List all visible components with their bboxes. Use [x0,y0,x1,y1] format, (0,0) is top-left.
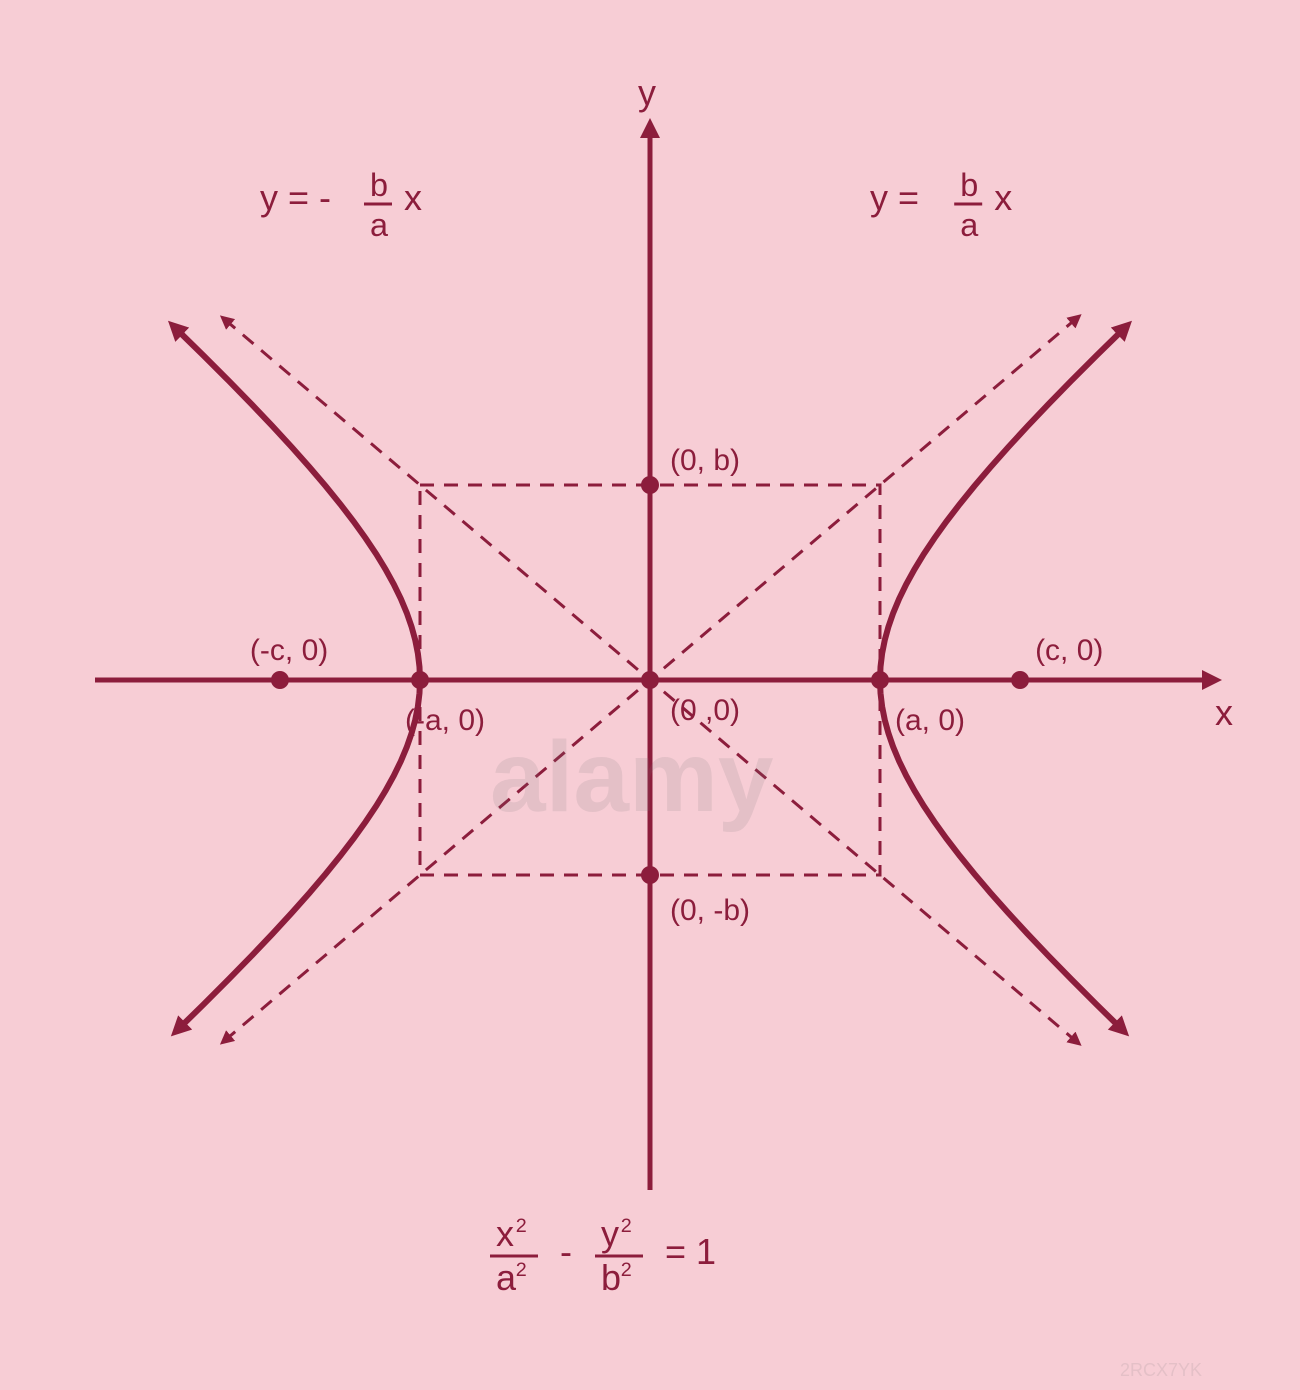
label-covertex-neg-b: (0, -b) [670,894,750,927]
svg-text:x: x [994,177,1012,218]
svg-text:b: b [601,1257,621,1298]
y-axis-label: y [638,72,656,113]
label-covertex-b: (0, b) [670,444,740,477]
svg-text:b: b [960,167,978,203]
svg-text:y: y [601,1213,619,1254]
x-axis-label: x [1215,692,1233,733]
svg-text:y =: y = [870,177,919,218]
label-origin: (0 ,0) [670,694,740,727]
svg-text:2: 2 [621,1215,632,1237]
svg-text:a: a [370,207,389,243]
label-focus-c: (c, 0) [1035,634,1103,667]
svg-text:-: - [560,1231,572,1272]
point-vertex-neg-a [411,671,429,689]
svg-text:a: a [496,1257,517,1298]
label-vertex-pos-a: (a, 0) [895,704,965,737]
point-vertex-pos-a [871,671,889,689]
point-focus-neg-c [271,671,289,689]
svg-text:a: a [960,207,979,243]
hyperbola-diagram: x y (0 ,0) (a, 0) (-a, 0) (0, b) (0, -b) (c, 0)… [0,0,1300,1390]
label-vertex-neg-a: (-a, 0) [405,704,485,737]
svg-text:2: 2 [516,1259,527,1281]
svg-text:2: 2 [621,1259,632,1281]
diagram-container: x y (0 ,0) (a, 0) (-a, 0) (0, b) (0, -b) (c, 0)… [0,0,1300,1390]
svg-text:x: x [496,1213,514,1254]
label-focus-neg-c: (-c, 0) [250,634,328,667]
svg-text:2: 2 [516,1215,527,1237]
svg-text:x: x [404,177,422,218]
svg-text:b: b [370,167,388,203]
svg-text:= 1: = 1 [665,1231,716,1272]
point-focus-c [1011,671,1029,689]
point-covertex-neg-b [641,866,659,884]
point-covertex-b [641,476,659,494]
svg-text:y = -: y = - [260,177,331,218]
point-origin [641,671,659,689]
